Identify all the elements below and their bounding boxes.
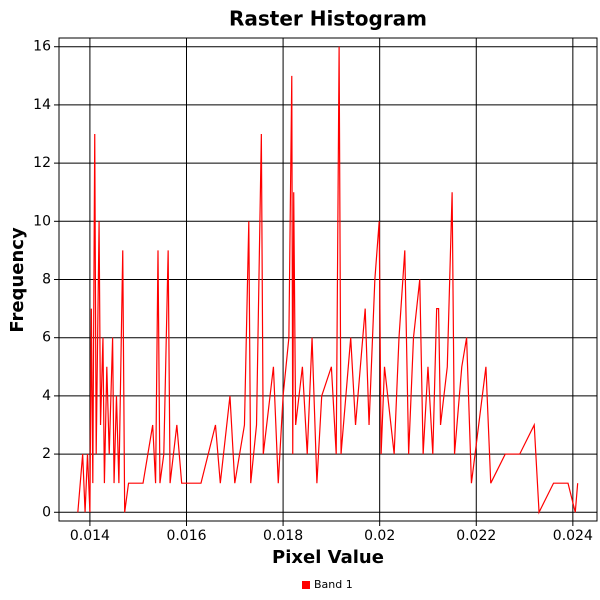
y-tick-label: 4 <box>42 388 51 404</box>
x-tick-label: 0.014 <box>70 528 110 544</box>
x-tick-label: 0.016 <box>166 528 206 544</box>
y-tick-label: 16 <box>33 39 51 55</box>
y-tick-label: 10 <box>33 213 51 229</box>
y-tick-label: 12 <box>33 155 51 171</box>
x-tick-label: 0.02 <box>364 528 395 544</box>
y-tick-label: 6 <box>42 330 51 346</box>
y-tick-label: 8 <box>42 272 51 288</box>
x-tick-label: 0.018 <box>263 528 303 544</box>
y-axis-label: Frequency <box>7 227 28 333</box>
y-tick-label: 0 <box>42 504 51 520</box>
series-line <box>77 46 579 515</box>
x-tick-label: 0.024 <box>553 528 593 544</box>
x-axis-label: Pixel Value <box>272 547 384 568</box>
y-tick-label: 14 <box>33 97 51 113</box>
x-tick-label: 0.022 <box>456 528 496 544</box>
chart-title: Raster Histogram <box>229 7 427 31</box>
y-tick-label: 2 <box>42 446 51 462</box>
legend-label: Band 1 <box>314 578 353 591</box>
legend-swatch <box>302 581 310 589</box>
